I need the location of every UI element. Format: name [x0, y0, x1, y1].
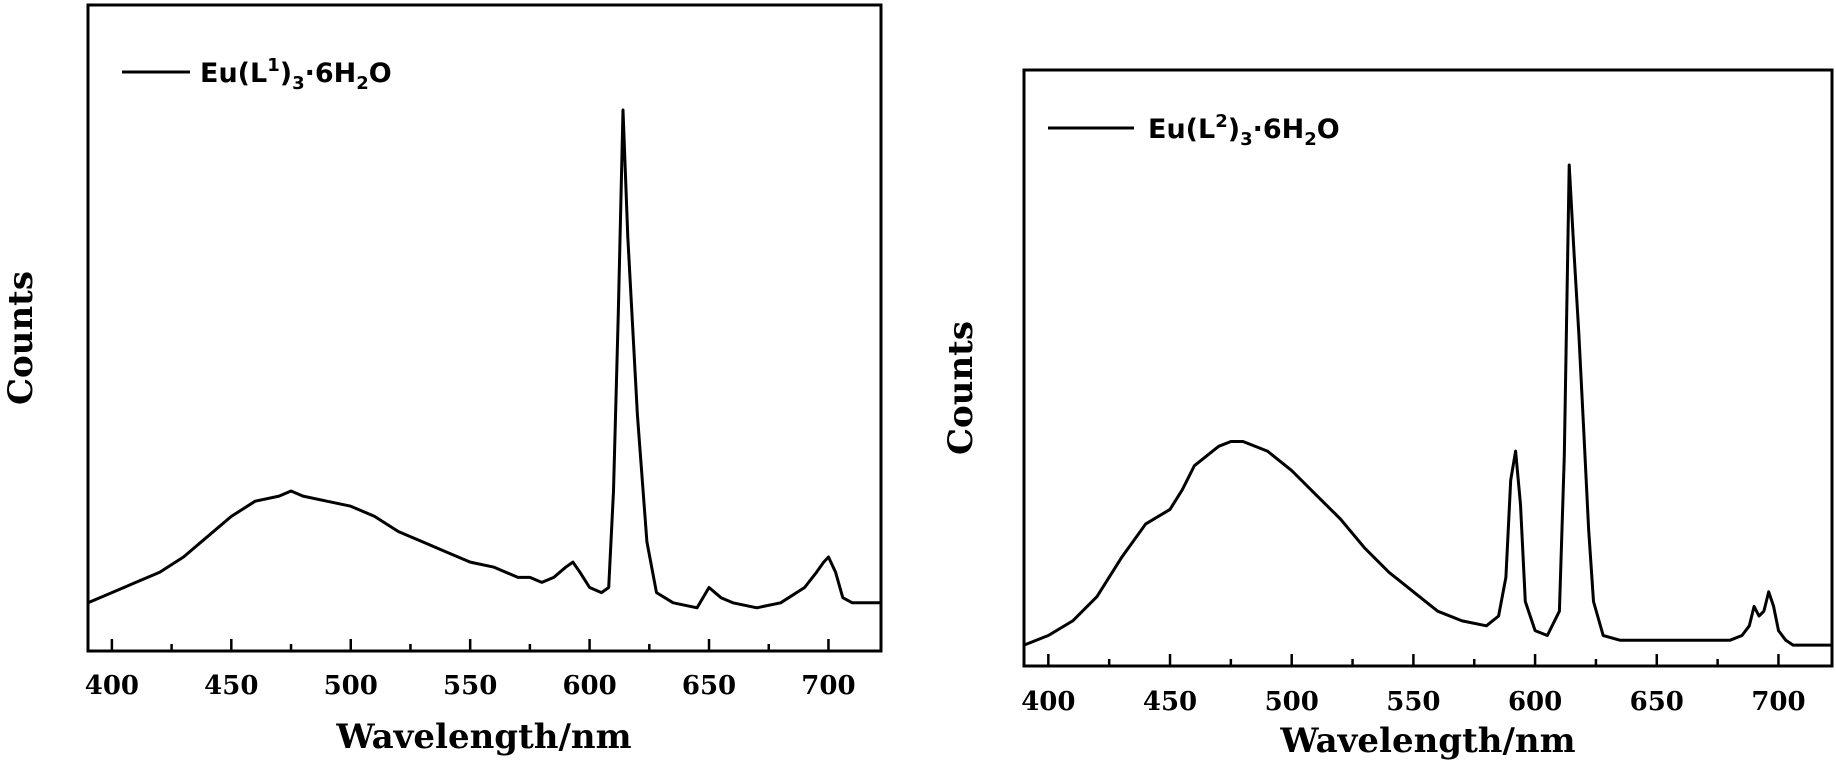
x-tick-label: 450 — [204, 671, 258, 701]
x-tick-label: 600 — [1508, 687, 1562, 717]
x-axis-title-right: Wavelength/nm — [1279, 721, 1575, 761]
x-tick-labels-left: 400 450 500 550 600 650 700 — [85, 671, 856, 701]
x-ticks-right — [1047, 654, 1780, 666]
x-ticks-left — [110, 639, 830, 651]
x-tick-labels-right: 400 450 500 550 600 650 700 — [1021, 687, 1805, 717]
x-tick-label: 700 — [1751, 687, 1805, 717]
x-tick-label: 600 — [562, 671, 616, 701]
x-tick-label: 550 — [443, 671, 497, 701]
chart-right: 400 450 500 550 600 650 700 Eu(L2)3·6H2O Wavel… — [941, 68, 1834, 761]
legend-label-left: Eu(L1)3·6H2O — [200, 55, 392, 94]
x-tick-label: 400 — [1021, 687, 1075, 717]
x-tick-label: 650 — [1630, 687, 1684, 717]
series-line-right — [1023, 163, 1832, 647]
series-line-left — [87, 108, 881, 610]
x-tick-label: 450 — [1143, 687, 1197, 717]
y-axis-title-left: Counts — [1, 271, 41, 405]
y-axis-title-right: Counts — [941, 321, 981, 455]
legend-label-right: Eu(L2)3·6H2O — [1148, 111, 1340, 150]
x-tick-label: 500 — [1265, 687, 1319, 717]
x-axis-title-left: Wavelength/nm — [335, 717, 631, 757]
x-tick-label: 700 — [801, 671, 855, 701]
x-tick-label: 650 — [682, 671, 736, 701]
x-tick-label: 500 — [324, 671, 378, 701]
plot-frame-left — [86, 3, 883, 653]
x-tick-label: 400 — [85, 671, 139, 701]
plot-frame-right — [1022, 68, 1834, 668]
chart-left: 400 450 500 550 600 650 700 Eu(L1)3·6H2O Wavel… — [1, 3, 883, 757]
x-tick-label: 550 — [1386, 687, 1440, 717]
